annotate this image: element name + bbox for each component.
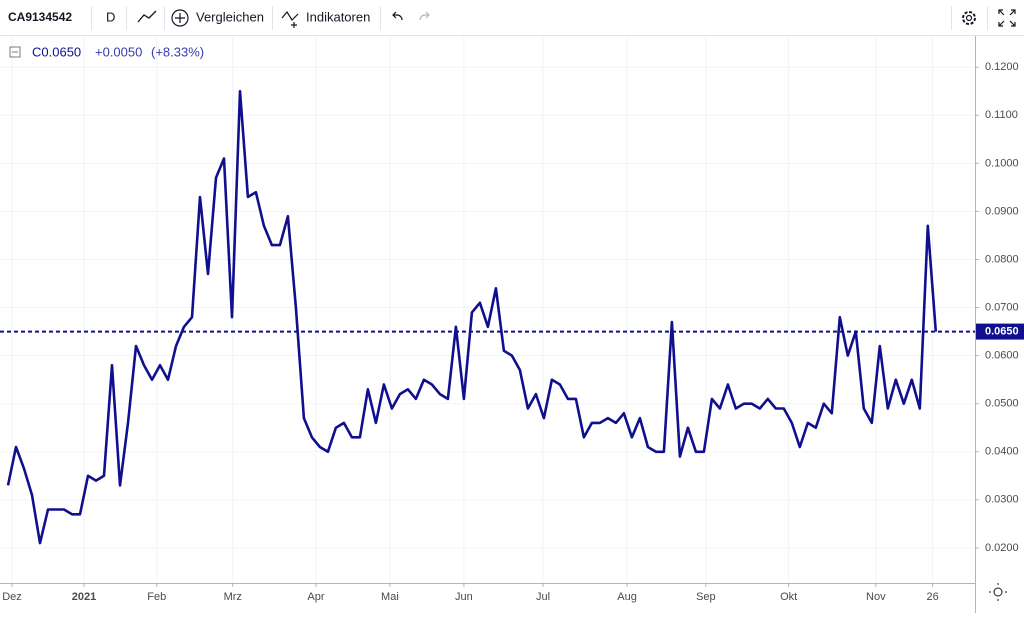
x-tick-label: 26 bbox=[926, 591, 938, 603]
y-tick-label: 0.0800 bbox=[985, 253, 1019, 265]
x-tick-label: Sep bbox=[696, 591, 716, 603]
toolbar bbox=[0, 0, 1024, 36]
y-tick-label: 0.0600 bbox=[985, 350, 1019, 362]
redo-icon[interactable] bbox=[419, 11, 430, 21]
y-tick-label: 0.0300 bbox=[985, 494, 1019, 506]
compare-icon[interactable] bbox=[171, 9, 189, 27]
indicators-button[interactable]: Indikatoren bbox=[306, 9, 370, 24]
plot-area bbox=[0, 36, 975, 583]
y-tick-label: 0.1100 bbox=[985, 109, 1018, 121]
x-tick-label: Feb bbox=[147, 591, 166, 603]
last-price-badge bbox=[976, 323, 1024, 340]
y-tick-label: 0.0500 bbox=[985, 398, 1019, 410]
y-tick-label: 0.0700 bbox=[985, 301, 1019, 313]
symbol[interactable]: CA9134542 bbox=[8, 10, 72, 24]
x-tick-label: Okt bbox=[780, 591, 797, 603]
x-tick-label: Mrz bbox=[224, 591, 242, 603]
chart-type-icon[interactable] bbox=[137, 10, 157, 23]
legend-change-pct: (+8.33%) bbox=[151, 44, 204, 59]
x-tick-label: Jun bbox=[455, 591, 473, 603]
y-tick-label: 0.1200 bbox=[985, 61, 1019, 73]
indicator-icon[interactable] bbox=[281, 10, 299, 28]
collapse-icon[interactable] bbox=[9, 46, 21, 58]
undo-icon[interactable] bbox=[392, 11, 403, 21]
settings-icon[interactable] bbox=[962, 11, 976, 25]
x-tick-label: Dez bbox=[2, 591, 22, 603]
compare-button[interactable]: Vergleichen bbox=[196, 9, 264, 24]
price-line bbox=[6, 89, 938, 545]
y-tick-label: 0.0400 bbox=[985, 446, 1019, 458]
x-tick-label: Mai bbox=[381, 591, 399, 603]
axis-settings-rays bbox=[989, 583, 1007, 601]
settings-icon-core bbox=[965, 14, 973, 22]
interval[interactable]: D bbox=[106, 9, 115, 24]
y-tick-label: 0.0900 bbox=[985, 205, 1019, 217]
x-tick-label: Jul bbox=[536, 591, 550, 603]
y-tick-label: 0.1000 bbox=[985, 157, 1019, 169]
legend-change: +0.0050 bbox=[95, 44, 142, 59]
x-tick-label: Apr bbox=[307, 591, 324, 603]
legend-close: C0.0650 bbox=[32, 44, 81, 59]
compare-icon-plus bbox=[175, 13, 185, 23]
x-tick-label: 2021 bbox=[72, 591, 96, 603]
x-tick-label: Nov bbox=[866, 591, 886, 603]
x-tick-label: Aug bbox=[617, 591, 637, 603]
y-tick-label: 0.0200 bbox=[985, 542, 1019, 554]
last-price-label: 0.0650 bbox=[985, 325, 1019, 337]
axis-settings-icon[interactable] bbox=[993, 587, 1003, 597]
fullscreen-icon[interactable] bbox=[998, 9, 1016, 27]
